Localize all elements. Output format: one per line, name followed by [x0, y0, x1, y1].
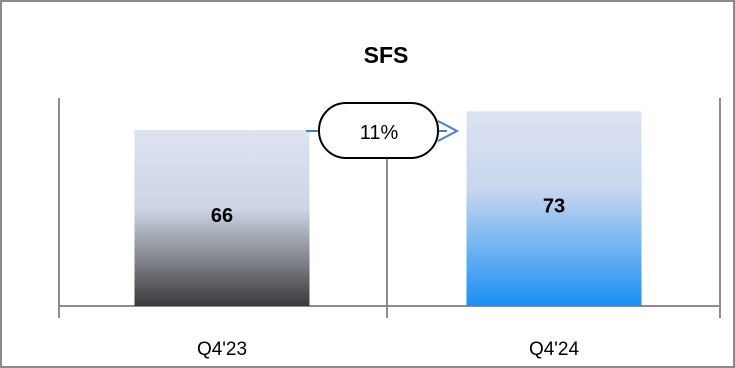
tick-label-q4-23: Q4'23	[197, 339, 247, 360]
data-label-q4-24: 73	[543, 196, 565, 218]
data-label-q4-23: 66	[211, 205, 233, 227]
growth-percentage: 11%	[360, 122, 399, 144]
growth-arrow-head-icon	[437, 120, 460, 142]
bar-q4-23	[134, 130, 310, 306]
tick-label-q4-24: Q4'24	[529, 339, 580, 360]
growth-callout	[318, 102, 439, 159]
chart-title: SFS	[364, 42, 409, 68]
bar-q4-24	[466, 111, 642, 306]
